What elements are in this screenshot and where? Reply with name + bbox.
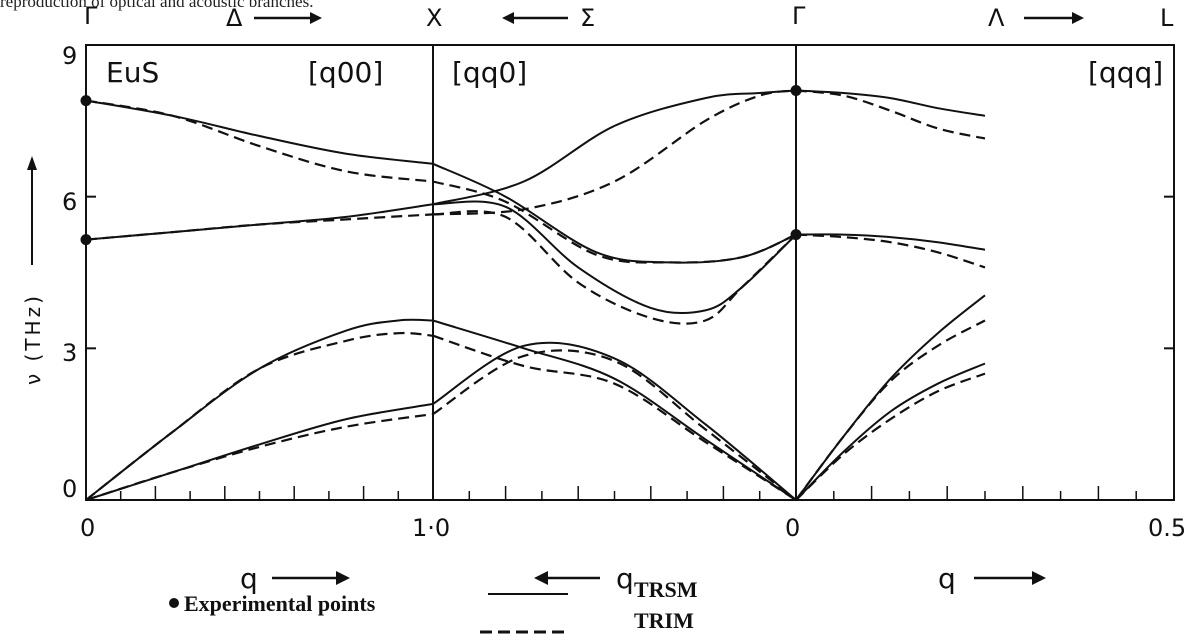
y-axis-label: ν (THz) [21,293,45,385]
q-tick-label-x: 1·0 [412,514,450,542]
trim-curve-8 [432,349,797,501]
dispersion-curves [85,89,986,502]
trim-curve-10 [795,233,986,269]
y-tick-label-3: 3 [62,339,77,367]
figure-caption: reproduction of optical and acoustic bra… [0,0,314,11]
trsm-curve-3 [85,402,434,501]
trsm-curve-8 [432,341,797,501]
sigma-arrow-head [502,12,514,24]
trsm-curve-4 [432,89,797,206]
direction-label-qq0: [qq0] [452,56,527,89]
legend: Experimental points TRSM TRIM [169,577,698,634]
experimental-point-3 [790,229,802,241]
lambda-arrow-head [1072,12,1084,24]
trsm-curve-0 [85,99,434,165]
branch-label-lambda: Λ [988,4,1005,32]
legend-dashed-label: TRIM [634,608,694,633]
q-axis-label-2: q [616,562,634,595]
trim-curve-0 [85,99,434,183]
trsm-curve-7 [432,319,797,501]
trsm-curve-10 [795,233,986,251]
direction-label-q00: [q00] [308,56,383,89]
q-arrow-3-head [1032,571,1046,585]
y-tick-label-6: 6 [62,188,77,216]
symmetry-point-gamma-mid: Γ [792,2,806,30]
plot-frame [85,44,1175,501]
q-tick-label-end: 0.5 [1148,514,1186,542]
axis-ticks [86,44,1174,501]
direction-label-qqq: [qqq] [1088,56,1163,89]
y-tick-label-0: 0 [62,475,77,503]
trim-curve-3 [85,413,434,502]
experimental-point-0 [80,95,92,107]
branch-label-sigma: Σ [580,4,595,32]
trim-curve-7 [432,334,797,501]
trsm-curve-9 [795,89,986,117]
q-axis-label-3: q [938,562,956,595]
trim-curve-5 [432,180,797,264]
trim-curve-12 [795,372,986,501]
legend-experimental-marker [169,598,179,608]
trim-curve-11 [795,319,986,501]
trim-curve-1 [85,213,434,241]
experimental-point-2 [790,85,802,96]
symmetry-point-x: X [426,4,442,32]
delta-arrow-head [310,12,322,24]
legend-solid-label: TRSM [634,577,698,602]
y-axis-arrow-head [27,156,37,170]
trim-curve-9 [795,89,986,140]
experimental-points [80,85,802,246]
q-arrow-1-head [336,571,350,585]
trsm-curve-2 [85,318,434,501]
q-arrow-2-head [534,571,548,585]
q-tick-label-gamma: 0 [785,514,800,542]
y-tick-label-9: 9 [62,42,77,70]
trim-curve-4 [432,89,797,216]
trim-curve-6 [432,210,797,325]
symmetry-point-l: L [1160,4,1174,32]
legend-experimental-label: Experimental points [184,591,376,616]
plot-border [85,44,1175,501]
trim-curve-2 [85,331,434,501]
symmetry-point-gamma-left: Γ [84,2,98,30]
trsm-curve-12 [795,362,986,501]
q-axis-label-1: q [240,562,258,595]
q-tick-label-start: 0 [80,514,95,542]
experimental-point-1 [80,234,92,246]
material-label: EuS [106,56,159,89]
branch-label-delta: Δ [226,4,243,32]
